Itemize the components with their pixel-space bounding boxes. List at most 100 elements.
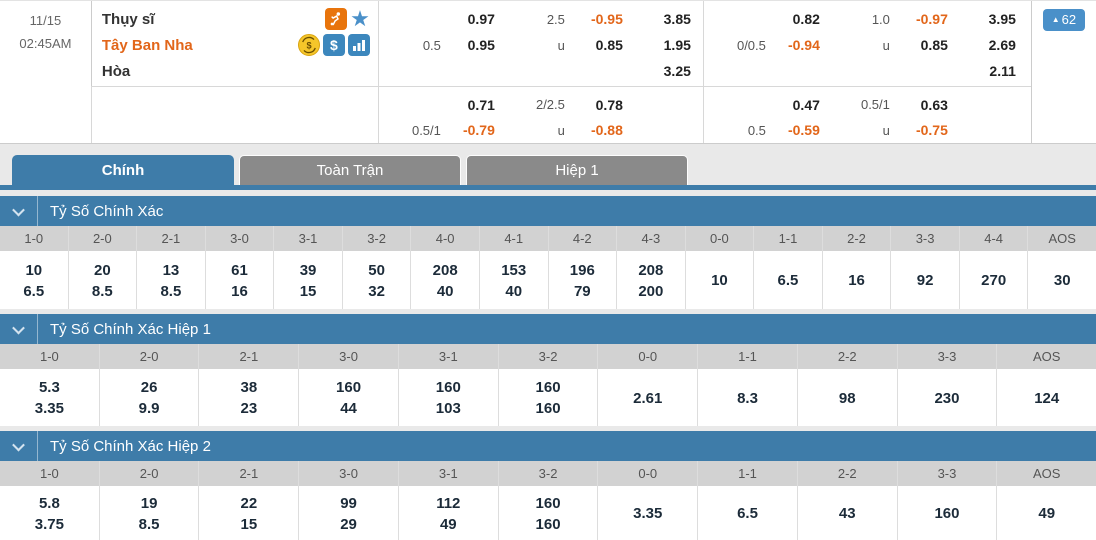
star-icon[interactable]: ★ bbox=[350, 6, 370, 31]
score-odd-value[interactable]: 19 bbox=[140, 494, 158, 512]
score-odd-value[interactable]: 112 bbox=[436, 494, 461, 512]
hdp-away-odd[interactable]: 0.95 bbox=[467, 37, 495, 53]
score-odd-value[interactable]: 8.5 bbox=[138, 515, 160, 533]
score-odd-value[interactable]: 9.9 bbox=[138, 400, 160, 417]
teams-spacer bbox=[90, 87, 378, 143]
section-title: Tỷ Số Chính Xác Hiệp 1 bbox=[50, 320, 211, 338]
score-odd-value[interactable]: 8.5 bbox=[160, 282, 182, 300]
score-odd-value[interactable]: 22 bbox=[240, 494, 258, 512]
score-odd-value[interactable]: 6.5 bbox=[777, 272, 799, 289]
dollar-icon[interactable]: $ bbox=[322, 34, 345, 56]
under-odd[interactable]: 0.85 bbox=[595, 37, 623, 53]
hdp-away-odd[interactable]: -0.94 bbox=[787, 37, 820, 53]
score-odd-value[interactable]: 160 bbox=[535, 400, 561, 417]
score-odd-value[interactable]: 103 bbox=[435, 400, 461, 417]
section-header[interactable]: Tỷ Số Chính Xác bbox=[0, 196, 1096, 226]
score-odd-value[interactable]: 23 bbox=[240, 400, 258, 417]
score-odd-value[interactable]: 5.8 bbox=[38, 494, 60, 512]
hdp-home-odd[interactable]: 0.82 bbox=[792, 11, 820, 27]
under-odd[interactable]: 0.85 bbox=[920, 37, 948, 53]
score-odd-value[interactable]: 39 bbox=[299, 261, 317, 279]
score-odd-value[interactable]: 99 bbox=[340, 494, 357, 512]
score-odd-value[interactable]: 160 bbox=[535, 379, 561, 396]
score-odd-value[interactable]: 5.3 bbox=[38, 379, 60, 396]
over-odd[interactable]: -0.97 bbox=[915, 11, 948, 27]
chevron-down-icon[interactable] bbox=[0, 196, 38, 226]
bar-chart-icon[interactable] bbox=[347, 34, 370, 56]
section-header[interactable]: Tỷ Số Chính Xác Hiệp 2 bbox=[0, 431, 1096, 461]
score-odd-value[interactable]: 98 bbox=[838, 389, 856, 407]
score-odd-value[interactable]: 8.5 bbox=[91, 282, 113, 300]
tab-hiệp-1[interactable]: Hiệp 1 bbox=[466, 155, 688, 185]
win-away-odd[interactable]: 2.69 bbox=[988, 37, 1016, 53]
score-odd-value[interactable]: 160 bbox=[435, 379, 461, 396]
score-odd-value[interactable]: 43 bbox=[838, 505, 856, 522]
score-odd-value[interactable]: 2.61 bbox=[633, 389, 663, 407]
win-draw-odd[interactable]: 2.11 bbox=[989, 63, 1016, 79]
score-odd-value[interactable]: 196 bbox=[569, 261, 595, 279]
hdp-home-odd[interactable]: 0.47 bbox=[792, 96, 820, 113]
score-odd-value[interactable]: 8.3 bbox=[737, 389, 758, 407]
score-odd-value[interactable]: 40 bbox=[436, 282, 454, 300]
score-odd-value[interactable]: 270 bbox=[981, 272, 1007, 289]
score-odd-value[interactable]: 16 bbox=[848, 272, 865, 289]
tab-toàn-trận[interactable]: Toàn Trận bbox=[239, 155, 461, 185]
section-header[interactable]: Tỷ Số Chính Xác Hiệp 1 bbox=[0, 314, 1096, 344]
score-odd-value[interactable]: 32 bbox=[368, 282, 385, 300]
win-draw-odd[interactable]: 3.25 bbox=[663, 63, 691, 79]
score-odd-value[interactable]: 26 bbox=[140, 379, 158, 396]
score-odd-value[interactable]: 10 bbox=[25, 261, 43, 279]
score-odd-value[interactable]: 160 bbox=[535, 515, 561, 533]
score-odd-value[interactable]: 3.75 bbox=[34, 515, 64, 533]
hdp-away-odd[interactable]: -0.59 bbox=[787, 122, 820, 139]
score-odd-value[interactable]: 92 bbox=[916, 272, 934, 289]
score-odd-value[interactable]: 3.35 bbox=[34, 400, 64, 417]
score-odd-value[interactable]: 208 bbox=[432, 261, 458, 279]
score-odd-value[interactable]: 38 bbox=[240, 379, 258, 396]
more-odds-badge[interactable]: ▲ 62 bbox=[1042, 9, 1086, 31]
chevron-down-icon[interactable] bbox=[0, 314, 38, 344]
score-odd-value[interactable]: 200 bbox=[638, 282, 664, 300]
win-home-odd[interactable]: 3.95 bbox=[988, 11, 1016, 27]
score-odd-value[interactable]: 49 bbox=[439, 515, 457, 533]
over-odd[interactable]: -0.95 bbox=[590, 11, 623, 27]
score-odd-value[interactable]: 15 bbox=[240, 515, 258, 533]
hdp-home-odd[interactable]: 0.97 bbox=[467, 11, 495, 27]
hdp-away-odd[interactable]: -0.79 bbox=[462, 122, 495, 139]
score-odd-value[interactable]: 16 bbox=[231, 282, 248, 300]
under-odd[interactable]: -0.88 bbox=[590, 122, 623, 139]
over-odd[interactable]: 0.78 bbox=[595, 96, 623, 113]
score-odd-value[interactable]: 153 bbox=[501, 261, 527, 279]
score-odd-value[interactable]: 15 bbox=[299, 282, 317, 300]
win-away-odd[interactable]: 1.95 bbox=[663, 37, 691, 53]
score-odd-value[interactable]: 13 bbox=[162, 261, 180, 279]
score-odd-value[interactable]: 44 bbox=[340, 400, 357, 417]
score-odd-value[interactable]: 10 bbox=[711, 272, 728, 289]
score-column: 1-1 6.5 bbox=[753, 226, 822, 309]
score-odd-value[interactable]: 20 bbox=[94, 261, 111, 279]
score-odd-value[interactable]: 30 bbox=[1053, 272, 1071, 289]
coin-icon[interactable]: $ bbox=[297, 34, 320, 56]
score-odd-value[interactable]: 208 bbox=[638, 261, 664, 279]
score-odd-value[interactable]: 6.5 bbox=[23, 282, 45, 300]
win-home-odd[interactable]: 3.85 bbox=[663, 11, 691, 27]
under-odd[interactable]: -0.75 bbox=[915, 122, 948, 139]
chevron-down-icon[interactable] bbox=[0, 431, 38, 461]
score-odd-value[interactable]: 50 bbox=[368, 261, 385, 279]
score-odd-value[interactable]: 49 bbox=[1038, 505, 1056, 522]
score-odd-value[interactable]: 160 bbox=[336, 379, 362, 396]
tab-chính[interactable]: Chính bbox=[12, 155, 234, 185]
score-odd-value[interactable]: 79 bbox=[573, 282, 591, 300]
score-odd-value[interactable]: 40 bbox=[505, 282, 523, 300]
section-title: Tỷ Số Chính Xác Hiệp 2 bbox=[50, 437, 211, 455]
score-odd-value[interactable]: 6.5 bbox=[737, 505, 758, 522]
score-odd-value[interactable]: 29 bbox=[340, 515, 357, 533]
hdp-home-odd[interactable]: 0.71 bbox=[467, 96, 495, 113]
score-odd-value[interactable]: 61 bbox=[231, 261, 248, 279]
score-odd-value[interactable]: 3.35 bbox=[633, 505, 663, 522]
score-odd-value[interactable]: 160 bbox=[535, 494, 561, 512]
score-odd-value[interactable]: 230 bbox=[934, 389, 960, 407]
score-odd-value[interactable]: 160 bbox=[934, 505, 960, 522]
over-odd[interactable]: 0.63 bbox=[920, 96, 948, 113]
score-odd-value[interactable]: 124 bbox=[1034, 389, 1060, 407]
